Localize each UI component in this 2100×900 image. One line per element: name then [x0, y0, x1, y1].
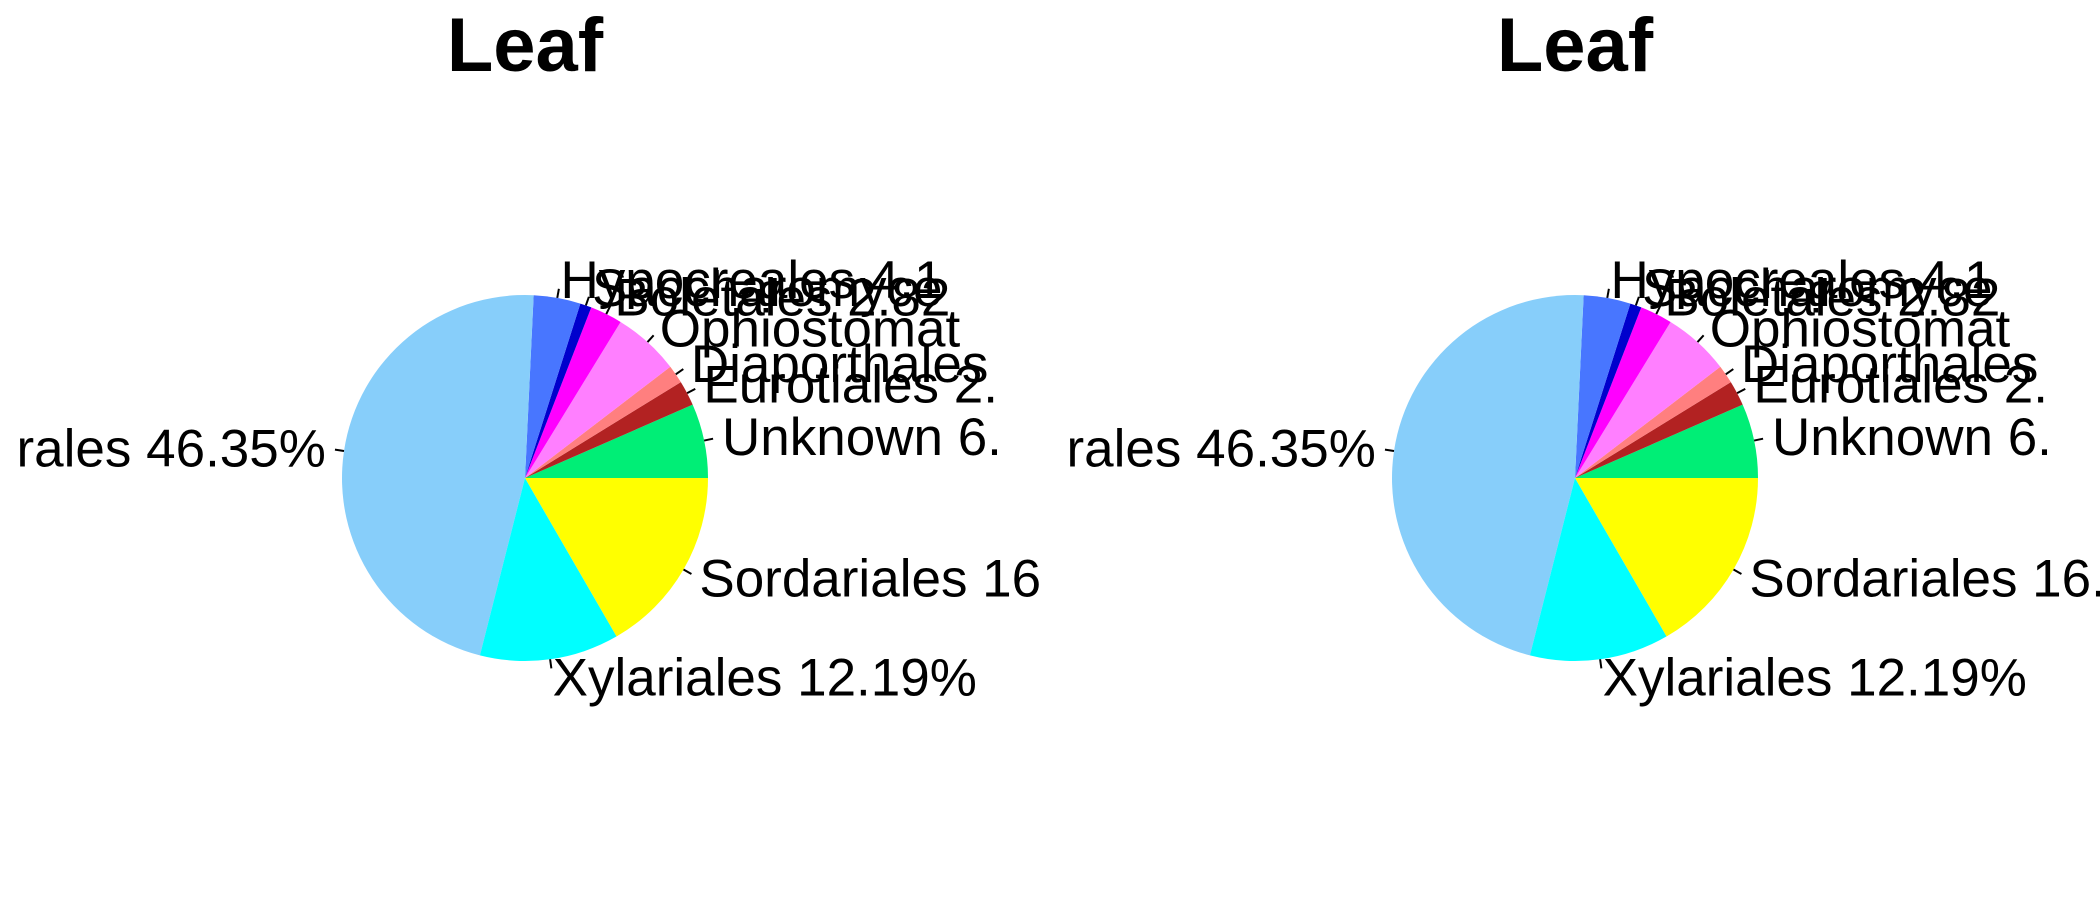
pie-slice-hypocreales-4-1: [1575, 295, 1631, 478]
pie-label-ophiostomat: Ophiostomat: [1710, 299, 2011, 358]
pie-slice-ophiostomat: [1575, 321, 1721, 478]
pie-label-xylariales-12-19: Xylariales 12.19%: [1603, 648, 2027, 707]
pie-label-tick: [1606, 288, 1610, 299]
pie-label-hypocreales-4-1: Hypocreales 4.1: [561, 251, 944, 310]
pie-slice-diaporthales: [525, 366, 681, 478]
pie-label-saccharomyce: Saccharomyce: [592, 259, 943, 318]
pie-slice-boletales-2-82: [1575, 307, 1671, 478]
pie-label-xylariales-12-19: Xylariales 12.19%: [553, 648, 977, 707]
pie-label-tick: [646, 334, 655, 343]
pie-slice-saccharomyce: [525, 303, 592, 478]
pie-label-tick: [1733, 568, 1742, 575]
pie-label-eurotiales-2: Eurotiales 2.: [1753, 356, 2048, 415]
pie-label-tick: [549, 659, 553, 669]
pie-label-eurotiales-2: Eurotiales 2.: [703, 356, 998, 415]
pie-slice-sordariales-16: [1575, 478, 1758, 637]
pie-label-diaporthales: Diaporthales: [1741, 335, 2039, 394]
pie-slice-boletales-2-82: [525, 307, 621, 478]
pie-slice-rales-46-35: [342, 295, 534, 656]
pie-panel-left: Leaf Unknown 6. Eurotiales 2. Diaporthales…: [17, 3, 1042, 708]
pie-label-tick: [683, 568, 692, 575]
pie-label-saccharomyce: Saccharomyce: [1642, 259, 1993, 318]
pie-slice-diaporthales: [1575, 366, 1731, 478]
pie-label-diaporthales: Diaporthales: [691, 335, 989, 394]
pie-panel-right: Leaf Unknown 6. Eurotiales 2. Diaporthales…: [1050, 0, 2100, 900]
chart-title: Leaf: [1496, 3, 1654, 88]
pie-slice-xylariales-12-19: [1529, 478, 1667, 661]
pie-label-tick: [703, 437, 714, 442]
pie-label-tick: [1725, 368, 1734, 376]
pie-label-tick: [1384, 448, 1395, 452]
pie-label-boletales-2-82: Boletales 2.82: [614, 269, 950, 328]
pie-label-unknown-6: Unknown 6.: [722, 408, 1002, 467]
pie-slice-eurotiales-2: [1575, 382, 1743, 478]
pie-slice-unknown-6: [1575, 404, 1758, 478]
pie-slice-rales-46-35: [1392, 295, 1584, 656]
pie-label-tick: [1736, 388, 1746, 395]
pie-slice-saccharomyce: [1575, 303, 1642, 478]
pie-slice-eurotiales-2: [525, 382, 693, 478]
pie-label-tick: [556, 288, 560, 299]
pie-label-rales-46-35: rales 46.35%: [1067, 419, 1376, 478]
chart-title: Leaf: [446, 3, 604, 88]
pie-label-sordariales-16: Sordariales 16.: [1749, 550, 2100, 609]
pie-label-tick: [675, 368, 684, 376]
pie-label-unknown-6: Unknown 6.: [1772, 408, 2052, 467]
pie-slice-sordariales-16: [525, 478, 708, 637]
pie-label-tick: [1655, 305, 1662, 315]
pie-slice-hypocreales-4-1: [525, 295, 581, 478]
pie-slice-ophiostomat: [525, 321, 671, 478]
pie-label-tick: [1634, 296, 1640, 306]
pie-label-hypocreales-4-1: Hypocreales 4.1: [1611, 251, 1994, 310]
pie-label-boletales-2-82: Boletales 2.82: [1664, 269, 2000, 328]
pie-slice-xylariales-12-19: [479, 478, 617, 661]
pie-label-tick: [686, 388, 696, 395]
pie-chart-right: Unknown 6.Eurotiales 2.DiaporthalesOphio…: [1067, 251, 2100, 708]
pie-label-sordariales-16: Sordariales 16: [699, 550, 1041, 609]
pie-label-tick: [1696, 334, 1705, 343]
pie-chart-left: Unknown 6.Eurotiales 2.DiaporthalesOphio…: [17, 251, 1042, 708]
pie-label-tick: [605, 305, 612, 315]
pie-label-ophiostomat: Ophiostomat: [660, 299, 961, 358]
pie-label-tick: [1753, 437, 1764, 442]
pie-label-tick: [334, 448, 345, 452]
pie-slice-unknown-6: [525, 404, 708, 478]
pie-label-rales-46-35: rales 46.35%: [17, 419, 326, 478]
pie-label-tick: [1599, 659, 1603, 669]
pie-label-tick: [584, 296, 590, 306]
